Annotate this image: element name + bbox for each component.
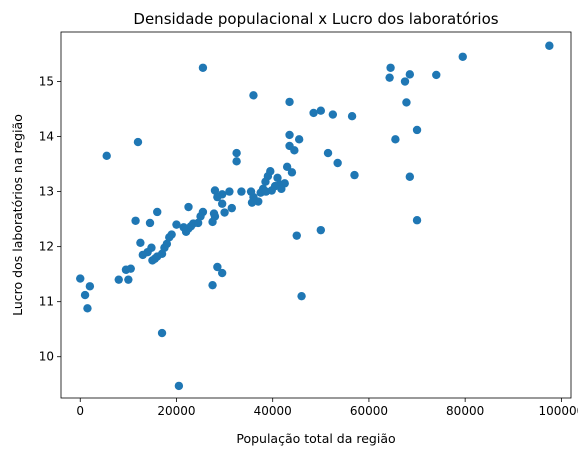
data-point-6 [400, 77, 410, 86]
data-point-7 [402, 98, 411, 107]
data-point-86 [80, 290, 90, 300]
data-point-21 [333, 158, 342, 168]
data-point-1 [458, 52, 467, 61]
x-tick-label-3: 60000 [350, 404, 388, 418]
data-point-85 [85, 282, 95, 291]
data-point-94 [249, 91, 258, 100]
data-point-9 [391, 135, 400, 144]
x-axis-ticks: 0 20000 40000 60000 80000 100000 [76, 398, 578, 418]
data-point-11 [412, 216, 422, 225]
x-tick-label-0: 0 [76, 404, 84, 418]
plot-frame [60, 31, 572, 399]
data-point-95 [292, 231, 301, 240]
data-point-36 [261, 187, 271, 196]
x-tick-label-4: 80000 [446, 404, 484, 418]
x-tick-label-2: 40000 [254, 404, 292, 418]
data-point-10 [405, 172, 415, 181]
data-point-91 [213, 262, 222, 272]
data-point-54 [196, 212, 205, 221]
data-point-81 [121, 265, 131, 274]
data-point-84 [76, 274, 85, 283]
data-point-77 [131, 216, 140, 225]
y-tick-label-0: 10 [39, 350, 54, 364]
data-points [76, 41, 554, 391]
data-point-23 [287, 168, 297, 177]
x-tick-label-1: 20000 [157, 404, 195, 418]
data-point-75 [145, 218, 155, 228]
data-point-99 [277, 184, 286, 194]
data-point-47 [217, 199, 227, 208]
data-point-20 [323, 148, 333, 158]
data-point-78 [133, 137, 143, 147]
data-point-41 [232, 157, 241, 166]
data-point-96 [297, 291, 306, 301]
data-point-46 [213, 192, 222, 202]
data-point-19 [294, 135, 304, 144]
data-point-90 [208, 280, 217, 290]
y-tick-label-2: 12 [39, 240, 54, 254]
data-point-88 [157, 328, 167, 338]
data-point-70 [148, 256, 157, 265]
data-point-73 [138, 250, 147, 260]
data-point-51 [208, 217, 217, 227]
data-point-4 [386, 63, 395, 72]
y-tick-label-5: 15 [39, 75, 54, 89]
data-point-87 [83, 304, 92, 313]
data-point-0 [545, 41, 554, 50]
data-point-45 [210, 186, 220, 195]
data-point-13 [328, 110, 338, 119]
data-point-22 [350, 170, 359, 180]
data-point-39 [247, 198, 257, 207]
data-point-2 [432, 70, 441, 80]
data-point-43 [225, 187, 234, 196]
data-point-14 [316, 106, 326, 115]
data-point-35 [270, 181, 280, 191]
y-tick-label-4: 14 [39, 130, 54, 144]
data-point-92 [217, 268, 227, 278]
data-point-17 [285, 130, 294, 140]
data-point-30 [261, 177, 270, 186]
data-point-79 [102, 151, 111, 161]
data-point-8 [412, 125, 422, 135]
data-point-40 [232, 148, 241, 158]
data-point-52 [209, 209, 219, 218]
data-point-25 [290, 146, 299, 155]
data-point-15 [309, 108, 318, 118]
data-point-93 [198, 63, 208, 72]
y-axis-ticks: 10 11 12 13 14 15 [39, 75, 61, 364]
x-axis-label: População total da região [236, 431, 395, 446]
data-point-76 [153, 207, 162, 217]
data-point-97 [316, 225, 326, 235]
data-point-89 [174, 381, 184, 391]
y-tick-label-3: 13 [39, 185, 54, 199]
data-point-24 [282, 162, 292, 172]
data-point-49 [227, 203, 236, 213]
data-point-48 [220, 208, 229, 217]
x-tick-label-5: 100000 [538, 404, 578, 418]
data-point-16 [285, 97, 294, 107]
data-point-83 [114, 275, 123, 284]
data-point-42 [237, 187, 246, 196]
data-point-62 [172, 220, 181, 229]
data-point-3 [405, 70, 415, 79]
data-point-61 [184, 202, 193, 212]
data-point-12 [347, 112, 357, 121]
data-point-60 [179, 223, 188, 232]
y-axis-label: Lucro dos laboratórios na região [10, 114, 25, 316]
data-point-64 [165, 233, 174, 242]
data-point-82 [124, 275, 133, 284]
chart-title: Densidade populacional x Lucro dos labor… [133, 10, 498, 28]
y-tick-label-1: 11 [39, 295, 54, 309]
data-point-26 [273, 173, 282, 183]
data-point-5 [385, 73, 394, 82]
data-point-74 [136, 238, 145, 247]
